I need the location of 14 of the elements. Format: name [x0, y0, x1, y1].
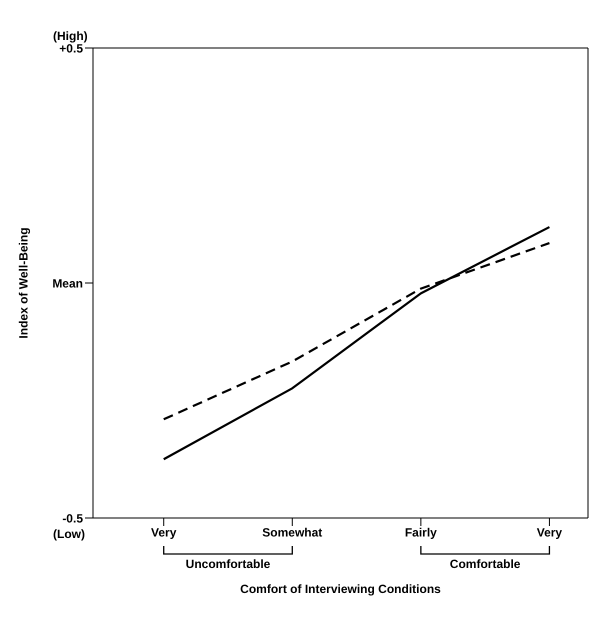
text: (Low) — [53, 527, 85, 541]
y-tick-label: +0.5 — [59, 41, 84, 56]
text: (High) — [53, 29, 88, 43]
x-tick-label: Very — [536, 526, 562, 540]
text: Comfortable — [450, 557, 521, 571]
y-axis-title: Index of Well-Being — [16, 227, 30, 339]
text: Uncomfortable — [186, 557, 271, 571]
y-tick-label: Mean — [52, 276, 83, 290]
y-tick-label: -0.5 — [62, 511, 84, 526]
x-tick-label: Somewhat — [262, 526, 322, 540]
line-series — [162, 226, 551, 460]
x-tick-label: Fairly — [404, 526, 438, 540]
x-tick-label: Very — [151, 526, 177, 540]
x-axis-title: Comfort of Interviewing Conditions — [240, 582, 442, 596]
